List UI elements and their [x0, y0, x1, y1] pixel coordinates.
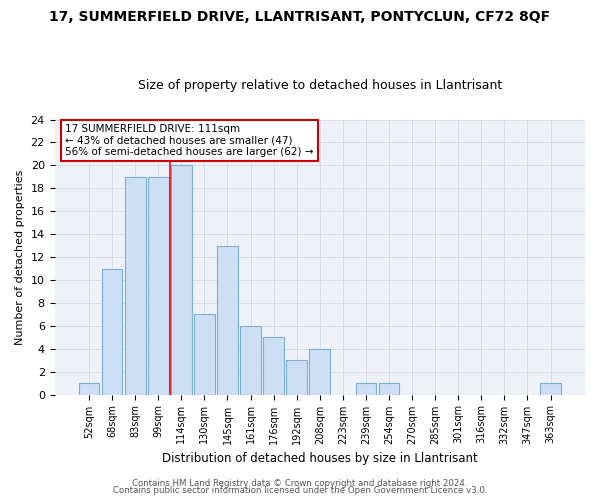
Bar — [194, 314, 215, 394]
Bar — [79, 383, 100, 394]
Bar — [171, 166, 192, 394]
Bar — [217, 246, 238, 394]
Bar — [540, 383, 561, 394]
Bar — [286, 360, 307, 394]
Bar — [102, 268, 122, 394]
Title: Size of property relative to detached houses in Llantrisant: Size of property relative to detached ho… — [137, 79, 502, 92]
Y-axis label: Number of detached properties: Number of detached properties — [15, 170, 25, 345]
Bar — [240, 326, 261, 394]
Bar — [356, 383, 376, 394]
Text: 17, SUMMERFIELD DRIVE, LLANTRISANT, PONTYCLUN, CF72 8QF: 17, SUMMERFIELD DRIVE, LLANTRISANT, PONT… — [49, 10, 551, 24]
Bar — [125, 177, 146, 394]
Bar — [379, 383, 400, 394]
Bar — [148, 177, 169, 394]
Text: 17 SUMMERFIELD DRIVE: 111sqm
← 43% of detached houses are smaller (47)
56% of se: 17 SUMMERFIELD DRIVE: 111sqm ← 43% of de… — [65, 124, 314, 157]
X-axis label: Distribution of detached houses by size in Llantrisant: Distribution of detached houses by size … — [162, 452, 478, 465]
Bar — [310, 348, 330, 395]
Bar — [263, 338, 284, 394]
Text: Contains HM Land Registry data © Crown copyright and database right 2024.: Contains HM Land Registry data © Crown c… — [132, 478, 468, 488]
Text: Contains public sector information licensed under the Open Government Licence v3: Contains public sector information licen… — [113, 486, 487, 495]
